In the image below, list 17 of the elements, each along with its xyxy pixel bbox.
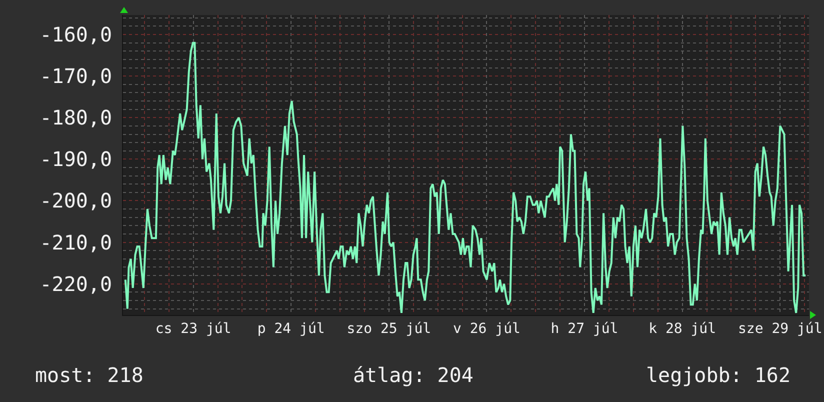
x-tick-label: cs 23 júl: [155, 320, 232, 337]
y-tick-label: -190,0: [40, 147, 112, 172]
text: átlag: 204: [353, 363, 474, 387]
x-tick-label: v 26 júl: [453, 320, 520, 337]
x-tick-label: k 28 júl: [648, 320, 716, 337]
y-tick-label: -160,0: [40, 22, 112, 47]
y-tick-label: -200,0: [40, 188, 112, 213]
text: most: 218: [35, 363, 144, 387]
x-tick-label: h 27 júl: [550, 320, 618, 337]
x-tick-label: sze 29 júl: [738, 320, 822, 337]
x-tick-label: szo 25 júl: [346, 320, 432, 337]
y-tick-label: -210,0: [40, 230, 112, 254]
y-tick-label: -180,0: [40, 106, 112, 130]
text: legjobb: 162: [646, 363, 790, 387]
x-tick-label: p 24 júl: [257, 320, 325, 337]
y-tick-label: -220,0: [40, 272, 112, 296]
y-tick-label: -170,0: [40, 64, 112, 88]
